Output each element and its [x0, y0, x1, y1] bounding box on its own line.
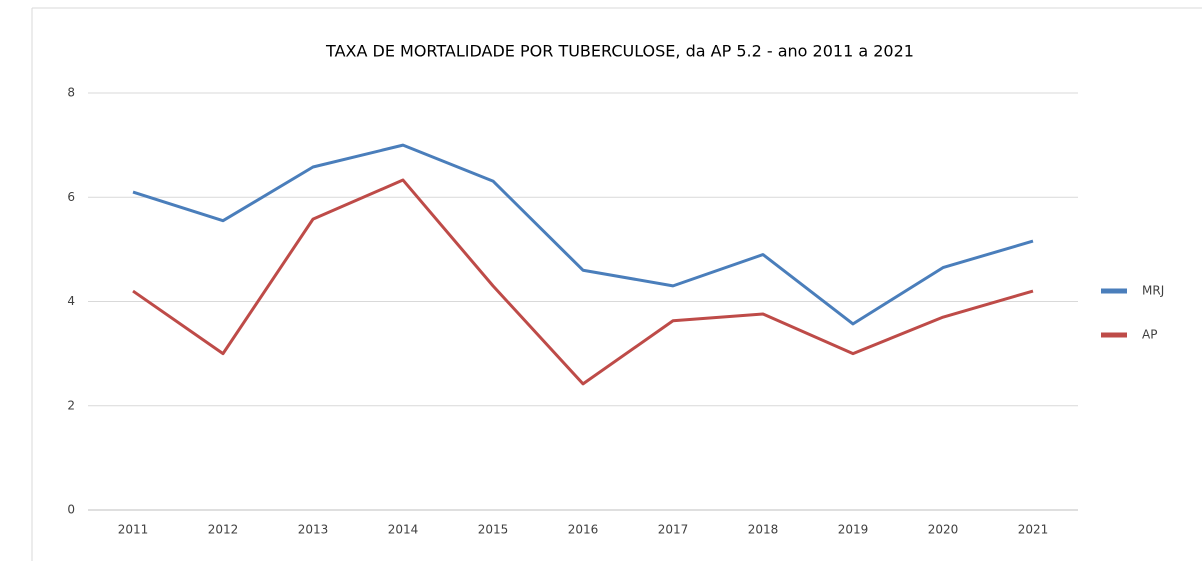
y-tick-label: 0: [67, 503, 75, 517]
legend-label: AP: [1142, 328, 1157, 342]
x-tick-label: 2020: [928, 523, 959, 537]
x-tick-label: 2017: [658, 523, 689, 537]
line-series: [132, 178, 1034, 386]
x-tick-label: 2013: [298, 523, 329, 537]
x-tick-label: 2016: [568, 523, 599, 537]
x-tick-label: 2015: [478, 523, 509, 537]
x-tick-label: 2019: [838, 523, 869, 537]
y-tick-label: 6: [67, 190, 75, 204]
x-tick-label: 2018: [748, 523, 779, 537]
x-tick-label: 2012: [208, 523, 239, 537]
y-tick-label: 2: [67, 398, 75, 412]
legend-label: MRJ: [1142, 284, 1164, 298]
line-series: [132, 143, 1034, 326]
y-tick-label: 8: [67, 86, 75, 100]
chart-title: TAXA DE MORTALIDADE POR TUBERCULOSE, da …: [325, 42, 914, 61]
x-tick-label: 2014: [388, 523, 419, 537]
x-tick-label: 2021: [1018, 523, 1049, 537]
y-tick-label: 4: [67, 294, 75, 308]
x-tick-label: 2011: [118, 523, 149, 537]
